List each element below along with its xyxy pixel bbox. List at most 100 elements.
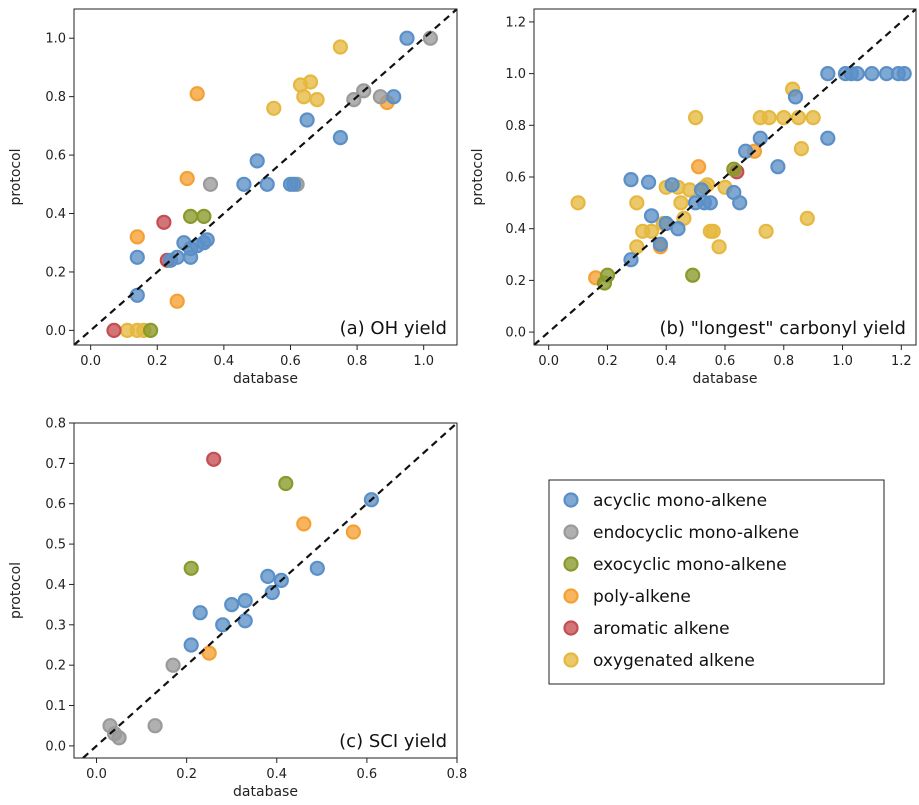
point-acyclic-mono-alkene [169, 249, 185, 265]
point-poly-alkene [129, 229, 145, 245]
axes-frame [73, 8, 458, 346]
sci-yield-panel: 0.0 0.2 0.4 0.6 0.8 0.0 0.1 0.2 0.3 0.4 0.5 0.6 0.7 0… [8, 417, 467, 801]
point-poly-alkene [296, 516, 312, 532]
point-aromatic-alkene [106, 322, 122, 338]
y-tick-label: 1.2 [505, 15, 526, 30]
legend-label-exocyclic-mono-alkene: exocyclic mono-alkene [593, 555, 787, 575]
point-oxygenated-alkene [776, 109, 792, 126]
point-endocyclic-mono-alkene [165, 657, 181, 673]
x-tick-label: 0.2 [147, 354, 168, 369]
y-tick-label: 0.6 [45, 497, 66, 512]
point-oxygenated-alkene [302, 74, 319, 90]
point-acyclic-mono-alkene [129, 287, 145, 303]
point-poly-alkene [345, 524, 361, 540]
point-oxygenated-alkene [332, 39, 348, 55]
point-oxygenated-alkene [643, 223, 660, 239]
x-axis-label: database [693, 371, 758, 387]
point-endocyclic-mono-alkene [372, 89, 388, 105]
legend-label-endocyclic-mono-alkene: endocyclic mono-alkene [593, 523, 799, 543]
y-tick-label: 0.8 [45, 417, 66, 432]
point-exocyclic-mono-alkene [183, 208, 199, 224]
x-tick-label: 0.0 [538, 354, 559, 369]
y-tick-label: 1.0 [45, 32, 66, 47]
carbonyl-yield-panel: 0.0 0.2 0.4 0.6 0.8 1.0 1.2 0.0 0.2 0.4 0.6 0.8 1.0 1… [470, 8, 917, 387]
point-acyclic-mono-alkene [399, 30, 415, 46]
point-acyclic-mono-alkene [386, 89, 402, 105]
legend-frame [548, 479, 885, 685]
x-tick-label: 0.6 [280, 354, 301, 369]
point-acyclic-mono-alkene [237, 613, 253, 629]
point-acyclic-mono-alkene [770, 159, 786, 175]
point-acyclic-mono-alkene [652, 236, 669, 252]
point-acyclic-mono-alkene [259, 176, 275, 192]
legend-label-oxygenated-alkene: oxygenated alkene [593, 651, 755, 671]
y-tick-label: 1.0 [505, 67, 526, 82]
y-tick-label: 0.0 [505, 326, 526, 341]
y-tick-label: 0.3 [45, 618, 66, 633]
point-poly-alkene [189, 86, 205, 102]
point-acyclic-mono-alkene [192, 605, 208, 621]
point-exocyclic-mono-alkene [685, 267, 701, 283]
y-tick-label: 0.7 [45, 457, 66, 472]
panel-title: (c) SCI yield [339, 731, 447, 752]
legend: acyclic mono-alkene endocyclic mono-alken… [548, 479, 885, 685]
axes-frame [73, 422, 458, 759]
data-points [106, 30, 438, 338]
point-poly-alkene [169, 293, 185, 309]
point-aromatic-alkene [156, 214, 172, 230]
point-oxygenated-alkene [758, 223, 774, 239]
y-tick-label: 0.8 [505, 119, 526, 134]
point-oxygenated-alkene [805, 109, 821, 126]
x-tick-label: 0.8 [773, 354, 794, 369]
point-oxygenated-alkene [673, 195, 689, 211]
y-tick-label: 0.4 [45, 578, 66, 593]
x-axis-label: database [233, 784, 298, 800]
y-tick-label: 0.1 [45, 699, 66, 714]
y-tick-label: 0.2 [45, 659, 66, 674]
point-aromatic-alkene [206, 451, 222, 467]
legend-marker-poly-alkene [563, 588, 579, 604]
point-acyclic-mono-alkene [702, 195, 718, 211]
point-acyclic-mono-alkene [737, 143, 754, 159]
legend-marker-endocyclic-mono-alkene [563, 524, 579, 540]
point-acyclic-mono-alkene [183, 637, 199, 653]
point-acyclic-mono-alkene [215, 617, 231, 633]
point-acyclic-mono-alkene [199, 232, 215, 248]
point-acyclic-mono-alkene [309, 560, 325, 576]
legend-marker-aromatic-alkene [563, 620, 579, 636]
point-oxygenated-alkene [296, 89, 312, 105]
point-oxygenated-alkene [629, 239, 645, 255]
panel-title: (a) OH yield [340, 318, 447, 339]
data-points [570, 65, 912, 291]
point-acyclic-mono-alkene [332, 130, 348, 146]
point-oxygenated-alkene [793, 141, 810, 157]
point-endocyclic-mono-alkene [147, 718, 163, 734]
point-acyclic-mono-alkene [732, 195, 748, 211]
point-acyclic-mono-alkene [299, 112, 315, 128]
x-tick-label: 0.2 [597, 354, 618, 369]
x-tick-label: 0.8 [447, 767, 468, 782]
y-tick-label: 0.4 [45, 207, 66, 222]
legend-label-poly-alkene: poly-alkene [593, 587, 691, 607]
point-acyclic-mono-alkene [643, 208, 660, 224]
point-acyclic-mono-alkene [664, 177, 680, 193]
legend-label-aromatic-alkene: aromatic alkene [593, 619, 730, 639]
point-acyclic-mono-alkene [787, 89, 804, 105]
x-tick-label: 0.4 [214, 354, 235, 369]
y-axis-label: protocol [8, 148, 24, 205]
point-acyclic-mono-alkene [286, 176, 302, 192]
y-tick-label: 0.2 [505, 274, 526, 289]
point-poly-alkene [201, 645, 217, 661]
x-tick-label: 1.0 [832, 354, 853, 369]
point-acyclic-mono-alkene [129, 249, 145, 265]
data-points [102, 451, 379, 746]
point-exocyclic-mono-alkene [196, 208, 212, 224]
x-tick-label: 0.4 [266, 767, 287, 782]
y-tick-label: 0.0 [45, 739, 66, 754]
point-oxygenated-alkene [570, 195, 586, 211]
legend-marker-acyclic-mono-alkene [563, 492, 579, 508]
point-exocyclic-mono-alkene [183, 560, 199, 576]
point-oxygenated-alkene [687, 109, 704, 126]
x-axis-label: database [233, 371, 298, 387]
